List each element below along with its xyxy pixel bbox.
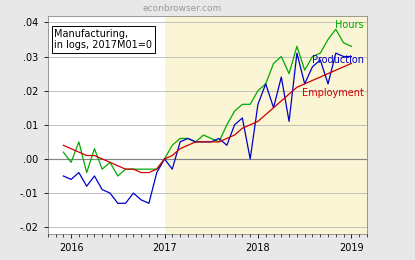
Text: econbrowser.com: econbrowser.com bbox=[142, 4, 222, 14]
Bar bbox=[164, 16, 375, 234]
Text: Employment: Employment bbox=[302, 88, 364, 98]
Text: Manufacturing,
in logs, 2017M01=0: Manufacturing, in logs, 2017M01=0 bbox=[54, 29, 152, 50]
Text: Hours: Hours bbox=[335, 20, 364, 30]
Text: Production: Production bbox=[312, 55, 364, 65]
